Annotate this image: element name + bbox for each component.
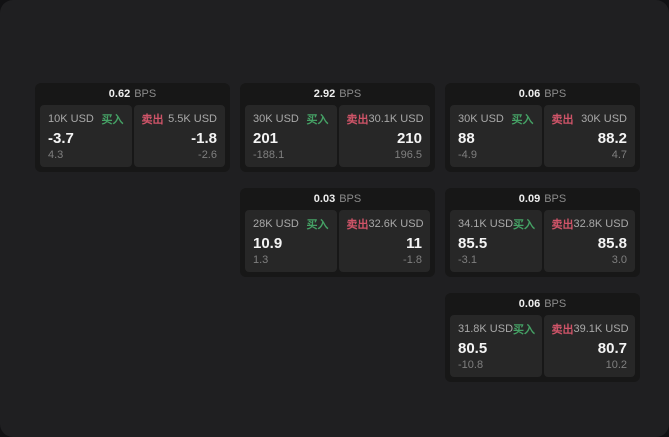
bps-value: 0.62	[108, 88, 131, 100]
bps-unit: BPS	[134, 88, 157, 100]
sell-panel[interactable]: 卖出 32.8K USD 85.8 3.0	[543, 210, 635, 272]
sell-amount: 32.6K USD	[368, 218, 424, 230]
sell-label: 卖出	[141, 114, 164, 126]
quote-card: 2.92 BPS 30K USD 买入 201 -188.1 卖出 30.1K …	[240, 83, 435, 172]
sell-label: 卖出	[346, 114, 369, 126]
buy-panel[interactable]: 10K USD 买入 -3.7 4.3	[40, 105, 132, 167]
buy-delta: 4.3	[48, 149, 64, 161]
bps-value: 0.09	[518, 193, 541, 205]
bps-unit: BPS	[544, 298, 567, 310]
sell-price: 210	[396, 129, 422, 147]
sell-price: 88.2	[597, 129, 627, 147]
buy-delta: -10.8	[458, 359, 484, 371]
buy-label: 买入	[513, 324, 536, 336]
sell-delta: -1.8	[403, 254, 422, 266]
buy-amount: 30K USD	[458, 113, 504, 125]
sell-panel[interactable]: 卖出 30K USD 88.2 4.7	[543, 105, 635, 167]
bps-value: 0.06	[518, 298, 541, 310]
bps-unit: BPS	[544, 193, 567, 205]
buy-amount: 31.8K USD	[458, 323, 514, 335]
bps-header: 0.09 BPS	[450, 188, 635, 210]
buy-label: 买入	[306, 219, 329, 231]
sell-price: 11	[406, 234, 422, 252]
buy-price: -3.7	[48, 129, 74, 147]
sell-delta: 4.7	[611, 149, 627, 161]
bps-header: 0.03 BPS	[245, 188, 430, 210]
buy-delta: -3.1	[458, 254, 477, 266]
buy-label: 买入	[101, 114, 124, 126]
sell-price: 80.7	[597, 339, 627, 357]
buy-amount: 10K USD	[48, 113, 94, 125]
bps-unit: BPS	[339, 193, 362, 205]
sell-amount: 30.1K USD	[368, 113, 424, 125]
bps-unit: BPS	[544, 88, 567, 100]
sell-panel[interactable]: 卖出 39.1K USD 80.7 10.2	[543, 315, 635, 377]
buy-label: 买入	[511, 114, 534, 126]
buy-panel[interactable]: 28K USD 买入 10.9 1.3	[245, 210, 337, 272]
bps-header: 0.06 BPS	[450, 293, 635, 315]
sell-amount: 5.5K USD	[168, 113, 217, 125]
buy-panel[interactable]: 30K USD 买入 201 -188.1	[245, 105, 337, 167]
buy-price: 201	[253, 129, 279, 147]
buy-amount: 28K USD	[253, 218, 299, 230]
sell-label: 卖出	[551, 114, 574, 126]
bps-value: 0.06	[518, 88, 541, 100]
quote-card: 0.62 BPS 10K USD 买入 -3.7 4.3 卖出 5.5K USD	[35, 83, 230, 172]
buy-label: 买入	[513, 219, 536, 231]
sell-price: -1.8	[191, 129, 217, 147]
bps-header: 2.92 BPS	[245, 83, 430, 105]
buy-amount: 34.1K USD	[458, 218, 514, 230]
sell-delta: -2.6	[198, 149, 217, 161]
bps-header: 0.06 BPS	[450, 83, 635, 105]
buy-delta: 1.3	[253, 254, 269, 266]
sell-label: 卖出	[346, 219, 369, 231]
bps-value: 0.03	[313, 193, 336, 205]
sell-delta: 10.2	[605, 359, 627, 371]
buy-delta: -4.9	[458, 149, 477, 161]
sell-label: 卖出	[551, 324, 574, 336]
buy-amount: 30K USD	[253, 113, 299, 125]
quote-card-grid: 0.62 BPS 10K USD 买入 -3.7 4.3 卖出 5.5K USD	[35, 83, 640, 382]
quote-card: 0.06 BPS 31.8K USD 买入 80.5 -10.8 卖出 39.1…	[445, 293, 640, 382]
bps-value: 2.92	[313, 88, 336, 100]
quote-card: 0.06 BPS 30K USD 买入 88 -4.9 卖出 30K USD	[445, 83, 640, 172]
buy-panel[interactable]: 31.8K USD 买入 80.5 -10.8	[450, 315, 542, 377]
sell-label: 卖出	[551, 219, 574, 231]
sell-price: 85.8	[597, 234, 627, 252]
sell-panel[interactable]: 卖出 5.5K USD -1.8 -2.6	[133, 105, 225, 167]
buy-delta: -188.1	[253, 149, 285, 161]
sell-delta: 3.0	[611, 254, 627, 266]
buy-price: 10.9	[253, 234, 283, 252]
quote-card: 0.09 BPS 34.1K USD 买入 85.5 -3.1 卖出 32.8K…	[445, 188, 640, 277]
buy-panel[interactable]: 30K USD 买入 88 -4.9	[450, 105, 542, 167]
sell-amount: 39.1K USD	[573, 323, 629, 335]
buy-price: 88	[458, 129, 475, 147]
bps-header: 0.62 BPS	[40, 83, 225, 105]
quote-card: 0.03 BPS 28K USD 买入 10.9 1.3 卖出 32.6K US…	[240, 188, 435, 277]
buy-price: 80.5	[458, 339, 488, 357]
sell-delta: 196.5	[394, 149, 422, 161]
sell-panel[interactable]: 卖出 30.1K USD 210 196.5	[338, 105, 430, 167]
buy-label: 买入	[306, 114, 329, 126]
buy-price: 85.5	[458, 234, 488, 252]
sell-amount: 32.8K USD	[573, 218, 629, 230]
sell-amount: 30K USD	[581, 113, 627, 125]
bps-unit: BPS	[339, 88, 362, 100]
buy-panel[interactable]: 34.1K USD 买入 85.5 -3.1	[450, 210, 542, 272]
sell-panel[interactable]: 卖出 32.6K USD 11 -1.8	[338, 210, 430, 272]
